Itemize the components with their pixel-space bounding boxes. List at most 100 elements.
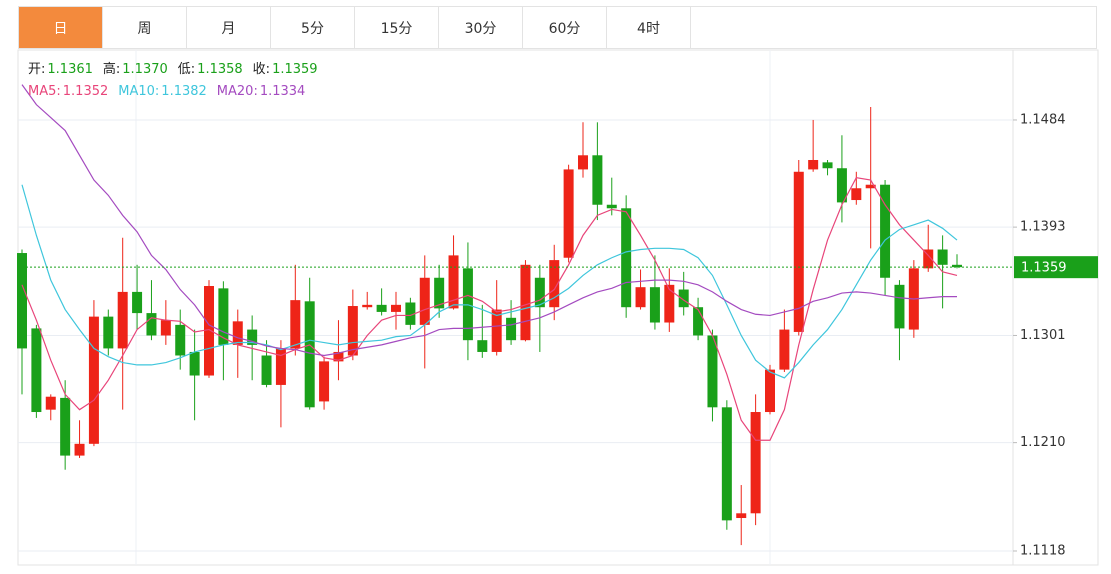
- candle-body: [175, 324, 186, 356]
- candle-body: [880, 184, 891, 278]
- ma-line: [21, 176, 958, 441]
- candle-body: [232, 321, 243, 345]
- candle-body: [851, 188, 862, 201]
- candle-body: [405, 302, 416, 325]
- info-value: 1.1359: [272, 62, 318, 77]
- candle-body: [132, 291, 143, 314]
- candle-body: [146, 313, 157, 336]
- candle-body: [621, 208, 632, 308]
- info-name: 开:: [28, 62, 45, 77]
- candle-body: [750, 412, 761, 514]
- ma-line: [21, 84, 957, 357]
- candle-body: [707, 335, 718, 408]
- tab[interactable]: 5分: [271, 7, 355, 48]
- candle-body: [17, 253, 27, 349]
- info-value: 1.1358: [197, 62, 243, 77]
- legend-value: 1.1352: [63, 84, 109, 99]
- candle-body: [477, 340, 488, 352]
- info-name: 收:: [253, 62, 270, 77]
- candle-body: [189, 351, 200, 376]
- candle-body: [275, 348, 286, 385]
- candle-body: [923, 249, 934, 269]
- candle-body: [793, 171, 804, 332]
- candle-body: [606, 204, 617, 209]
- ma-line: [21, 184, 958, 379]
- legend-value: 1.1382: [161, 84, 207, 99]
- legend-name: MA5:: [28, 84, 61, 99]
- info-value: 1.1361: [47, 62, 93, 77]
- candle-body: [592, 155, 603, 205]
- info-row: MA5: 1.1352 MA10: 1.1382 MA20: 1.1334: [28, 84, 305, 99]
- candle-body: [347, 306, 358, 356]
- candle-body: [578, 155, 588, 170]
- candle-body: [635, 287, 646, 308]
- candle-body: [506, 317, 517, 341]
- y-tick-label: 1.1484: [1020, 112, 1066, 127]
- candle-body: [333, 351, 344, 362]
- candle-body: [808, 159, 819, 170]
- candle-body: [319, 361, 330, 402]
- candle-body: [937, 249, 948, 265]
- y-tick-label: 1.1210: [1020, 435, 1066, 450]
- candle-body: [88, 316, 99, 444]
- legend-name: MA20:: [217, 84, 258, 99]
- tab-bar: 日周月 5分 15分 30分 60分 4时: [18, 6, 1097, 49]
- candle-body: [45, 396, 56, 410]
- candle-body: [103, 316, 114, 349]
- candle-body: [160, 320, 171, 336]
- candle-body: [290, 300, 301, 349]
- candle-body: [649, 287, 660, 323]
- y-tick-label: 1.1301: [1020, 328, 1066, 343]
- last-price-label: 1.1359: [1021, 261, 1067, 276]
- candle-body: [261, 355, 272, 385]
- tab[interactable]: 月: [187, 7, 271, 48]
- candle-body: [419, 277, 430, 325]
- candle-body: [391, 304, 401, 312]
- info-name: 高:: [103, 61, 120, 77]
- y-tick-label: 1.1118: [1020, 543, 1066, 558]
- candle-body: [736, 513, 747, 519]
- last-price-box: [1014, 256, 1098, 279]
- candle-body: [894, 284, 905, 329]
- candle-body: [549, 260, 560, 308]
- tab[interactable]: 日: [19, 7, 103, 48]
- candle-body: [563, 169, 574, 258]
- candle-body: [952, 264, 962, 268]
- candle-body: [204, 286, 214, 376]
- info-row: 开: 1.1361 高: 1.1370 低: 1.1358 收: 1.1359: [28, 61, 318, 77]
- candle-body: [664, 284, 675, 323]
- candle-body: [865, 184, 876, 189]
- tab[interactable]: 15分: [355, 7, 439, 48]
- candle-body: [304, 301, 315, 408]
- candle-body: [434, 277, 445, 309]
- candle-body: [779, 329, 790, 370]
- candle-body: [520, 264, 531, 341]
- candle-body: [247, 329, 258, 345]
- candle-body: [534, 277, 545, 308]
- candle-body: [693, 307, 704, 336]
- chart-frame: [17, 49, 1099, 566]
- candle-body: [678, 289, 689, 308]
- legend-value: 1.1334: [260, 84, 306, 99]
- candle-body: [362, 304, 373, 308]
- legend-name: MA10:: [118, 84, 159, 99]
- candle-body: [836, 168, 847, 203]
- tab[interactable]: 周: [103, 7, 187, 48]
- candle-body: [31, 328, 42, 413]
- candle-body: [721, 407, 732, 521]
- info-value: 1.1370: [122, 62, 168, 77]
- candle-body: [60, 397, 71, 456]
- tab[interactable]: 60分: [523, 7, 607, 48]
- candle-body: [218, 288, 229, 345]
- candle-body: [491, 309, 502, 352]
- candle-body: [117, 291, 128, 349]
- candle-body: [822, 162, 833, 169]
- info-name: 低:: [178, 62, 195, 77]
- tab[interactable]: 30分: [439, 7, 523, 48]
- candle-body: [376, 304, 387, 312]
- y-tick-label: 1.1393: [1020, 220, 1066, 235]
- candle-body: [765, 369, 775, 413]
- tab[interactable]: 4时: [607, 7, 691, 48]
